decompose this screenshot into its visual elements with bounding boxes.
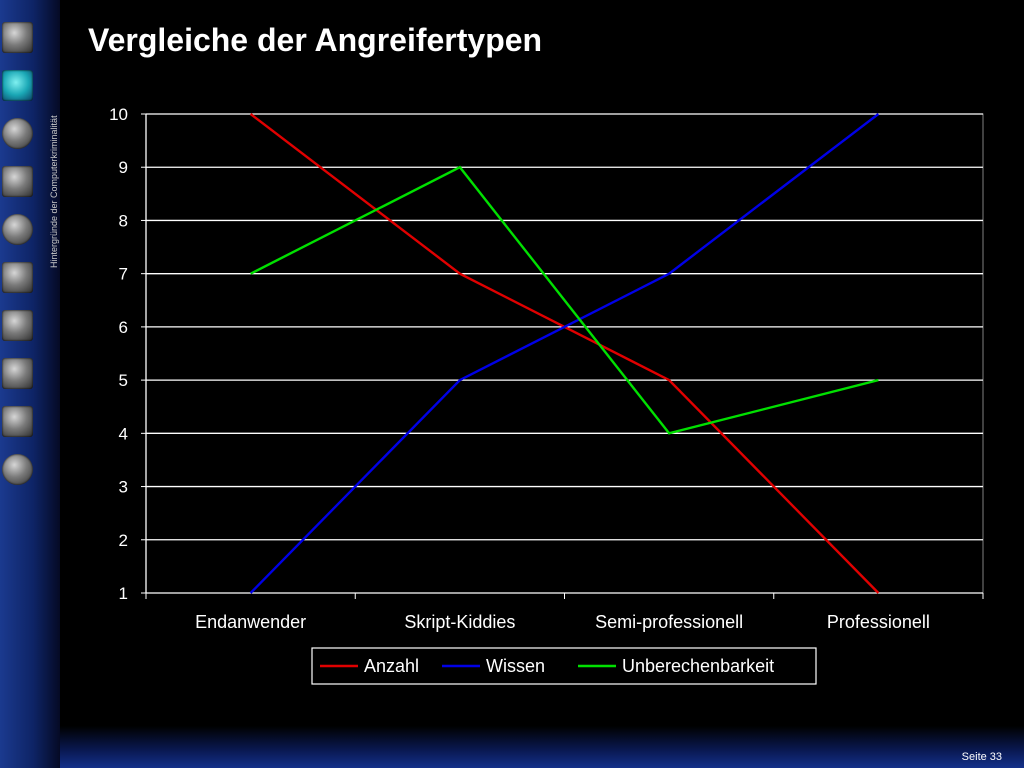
x-tick-label: Endanwender — [195, 612, 306, 632]
y-tick-label: 1 — [119, 584, 128, 603]
y-tick-label: 4 — [119, 424, 128, 443]
y-tick-label: 6 — [119, 318, 128, 337]
slide-title: Vergleiche der Angreifertypen — [88, 22, 543, 58]
y-tick-label: 2 — [119, 531, 128, 550]
legend-label: Anzahl — [364, 656, 419, 676]
x-tick-label: Skript-Kiddies — [404, 612, 515, 632]
hand-icon — [2, 118, 33, 149]
vertical-caption: Hintergründe der Computerkriminalität — [49, 115, 59, 268]
masked-man-icon — [2, 406, 33, 437]
robot-icon — [2, 262, 33, 293]
hand-sign-icon — [2, 358, 33, 389]
y-tick-label: 7 — [119, 265, 128, 284]
page-number-value: 33 — [989, 751, 1002, 763]
plot-area — [145, 113, 984, 594]
comet-icon — [2, 214, 33, 245]
y-tick-label: 10 — [109, 105, 128, 124]
series-line-unberechenbarkeit — [250, 165, 879, 435]
page-label: Seite — [961, 751, 987, 763]
circuit-board-icon — [2, 22, 33, 53]
y-tick-label: 5 — [119, 371, 128, 390]
legend-label: Wissen — [486, 656, 545, 676]
page-number: Seite 33 — [959, 751, 1002, 763]
line-chart: 1 2 3 4 5 6 7 8 9 10 Endanwender Skript-Kiddies Semi… — [109, 105, 984, 685]
y-tick-label: 3 — [119, 478, 128, 497]
y-tick-label: 8 — [119, 211, 128, 230]
legend — [311, 647, 817, 685]
x-tick-label: Semi-professionell — [595, 612, 743, 632]
x-tick-label: Professionell — [827, 612, 930, 632]
computer-icon — [2, 166, 33, 197]
bottom-bar — [60, 726, 1024, 768]
legend-label: Unberechenbarkeit — [622, 656, 774, 676]
hacker-head-icon — [2, 70, 33, 101]
y-tick-label: 9 — [119, 158, 128, 177]
maze-icon — [2, 310, 33, 341]
clown-icon — [2, 454, 33, 485]
series-line-wissen — [249, 113, 880, 594]
